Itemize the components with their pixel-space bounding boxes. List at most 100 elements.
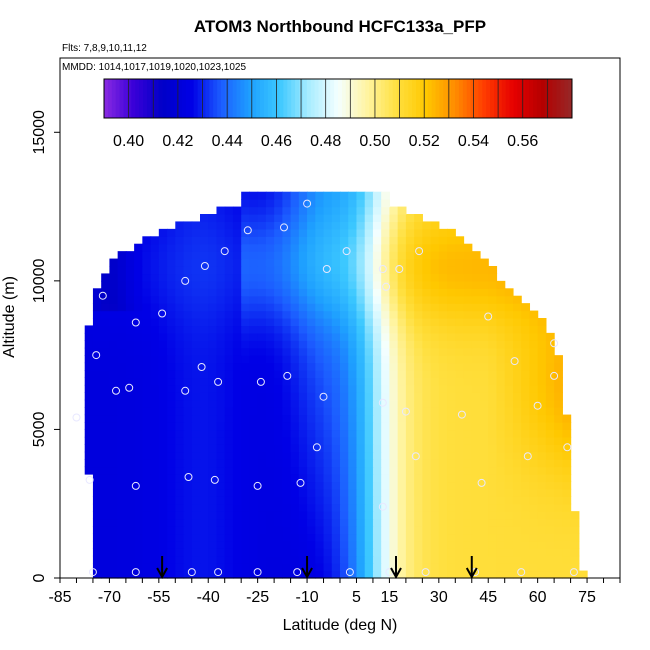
heat-cell	[397, 540, 407, 549]
heat-cell	[504, 384, 514, 393]
heat-cell	[389, 459, 399, 468]
heat-cell	[216, 540, 226, 549]
sample-point	[510, 357, 519, 366]
heat-cell	[414, 459, 423, 468]
sample-point	[197, 363, 206, 371]
heat-cell	[241, 496, 251, 505]
heat-cell	[315, 273, 325, 282]
heat-cell	[496, 325, 506, 334]
heat-cell	[381, 214, 391, 223]
sample-point	[131, 481, 140, 490]
heat-cell	[521, 370, 531, 379]
heat-cell	[364, 526, 374, 535]
heat-cell	[249, 206, 259, 215]
heat-cell	[109, 474, 119, 483]
heat-cell	[109, 496, 119, 505]
heat-cell	[430, 481, 440, 490]
heat-cell	[438, 540, 448, 549]
heat-cell	[331, 481, 341, 490]
heat-cell	[480, 266, 489, 275]
heat-cell	[414, 466, 423, 475]
heat-cell	[521, 422, 531, 431]
heat-cell	[414, 481, 423, 490]
heat-cell	[315, 548, 325, 557]
heat-cell	[232, 526, 242, 535]
flight-arrow-head	[465, 567, 478, 580]
heat-cell	[562, 526, 572, 535]
heat-cell	[372, 526, 382, 535]
heat-cell	[471, 422, 481, 431]
heat-cell	[389, 399, 399, 408]
heat-cell	[496, 332, 506, 341]
heat-cell	[200, 236, 209, 245]
heat-cell	[142, 243, 152, 252]
heat-cell	[101, 533, 111, 542]
heat-cell	[348, 563, 358, 572]
heat-cell	[414, 318, 423, 327]
heat-cell	[554, 488, 563, 497]
heat-cell	[265, 318, 275, 327]
heat-cell	[455, 355, 465, 364]
heat-cell	[405, 340, 415, 349]
heat-cell	[422, 347, 432, 356]
heat-cell	[512, 347, 522, 356]
heat-cell	[529, 355, 539, 364]
heat-cell	[265, 481, 275, 490]
heat-cell	[537, 392, 547, 401]
heat-cell	[84, 332, 94, 341]
heat-cell	[348, 258, 358, 267]
heat-cell	[265, 384, 275, 393]
colorbar-segment	[127, 79, 132, 118]
heat-cell	[208, 540, 218, 549]
heat-cell	[356, 228, 366, 237]
heat-cell	[438, 273, 448, 282]
heat-cell	[422, 392, 432, 401]
heat-cell	[422, 280, 432, 289]
heat-cell	[422, 355, 432, 364]
heat-cell	[249, 526, 259, 535]
colorbar-segment	[439, 79, 444, 118]
heat-cell	[504, 488, 514, 497]
heat-cell	[249, 496, 259, 505]
heat-cell	[331, 332, 341, 341]
heat-cell	[545, 496, 555, 505]
heat-cell	[356, 392, 366, 401]
heat-cell	[389, 392, 399, 401]
sample-point	[457, 410, 466, 419]
heat-cell	[191, 481, 201, 490]
heat-cell	[488, 377, 498, 386]
heat-cell	[364, 392, 374, 401]
heat-cell	[545, 533, 555, 542]
heat-cell	[200, 377, 209, 386]
heat-cell	[438, 563, 448, 572]
heat-cell	[397, 526, 407, 535]
heat-cell	[430, 325, 440, 334]
heat-cell	[150, 392, 160, 401]
colorbar-segment	[115, 79, 121, 118]
heat-cell	[397, 555, 407, 564]
sample-point	[342, 247, 351, 256]
colorbar-segment	[521, 79, 526, 118]
heat-cell	[389, 318, 399, 327]
heat-cell	[241, 199, 251, 208]
heat-cell	[381, 332, 391, 341]
heat-cell	[422, 466, 432, 475]
heat-cell	[405, 518, 415, 527]
heat-cell	[372, 503, 382, 512]
heat-cell	[578, 570, 588, 579]
heat-cell	[216, 481, 226, 490]
heat-cell	[265, 511, 275, 520]
heat-cell	[175, 288, 185, 297]
heat-cell	[397, 429, 407, 438]
heat-cell	[414, 236, 423, 245]
heat-cell	[175, 526, 185, 535]
heat-cell	[307, 191, 316, 200]
heat-cell	[381, 362, 391, 371]
heat-cell	[175, 332, 185, 341]
heat-cell	[167, 251, 176, 260]
heat-cell	[447, 251, 456, 260]
heat-cell	[372, 533, 382, 542]
heat-cell	[447, 555, 456, 564]
heat-cell	[381, 466, 391, 475]
heat-cell	[323, 451, 333, 460]
